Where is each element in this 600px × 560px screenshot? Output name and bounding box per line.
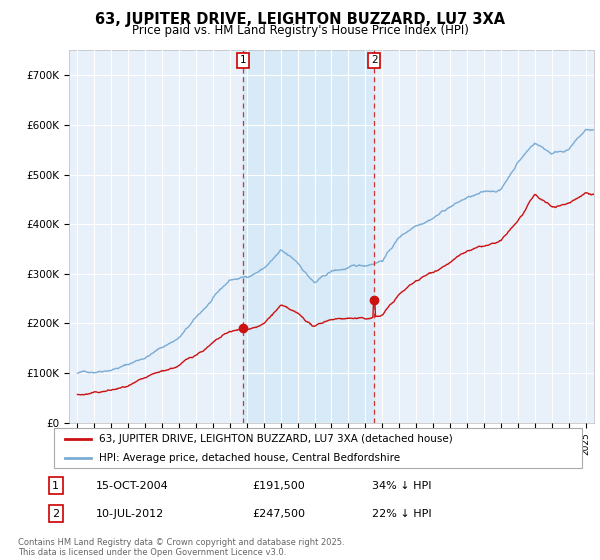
Bar bbox=[243, 50, 374, 423]
Text: 1: 1 bbox=[240, 55, 247, 66]
Text: 10-JUL-2012: 10-JUL-2012 bbox=[96, 508, 164, 519]
Text: HPI: Average price, detached house, Central Bedfordshire: HPI: Average price, detached house, Cent… bbox=[99, 453, 400, 463]
Text: 63, JUPITER DRIVE, LEIGHTON BUZZARD, LU7 3XA (detached house): 63, JUPITER DRIVE, LEIGHTON BUZZARD, LU7… bbox=[99, 435, 452, 445]
FancyBboxPatch shape bbox=[54, 428, 582, 468]
Text: 2: 2 bbox=[371, 55, 377, 66]
Text: £247,500: £247,500 bbox=[252, 508, 305, 519]
Text: 2: 2 bbox=[52, 508, 59, 519]
Text: 34% ↓ HPI: 34% ↓ HPI bbox=[372, 480, 431, 491]
Text: 22% ↓ HPI: 22% ↓ HPI bbox=[372, 508, 431, 519]
Text: Price paid vs. HM Land Registry's House Price Index (HPI): Price paid vs. HM Land Registry's House … bbox=[131, 24, 469, 36]
Text: 1: 1 bbox=[52, 480, 59, 491]
Text: 15-OCT-2004: 15-OCT-2004 bbox=[96, 480, 169, 491]
Text: Contains HM Land Registry data © Crown copyright and database right 2025.
This d: Contains HM Land Registry data © Crown c… bbox=[18, 538, 344, 557]
Text: 63, JUPITER DRIVE, LEIGHTON BUZZARD, LU7 3XA: 63, JUPITER DRIVE, LEIGHTON BUZZARD, LU7… bbox=[95, 12, 505, 27]
Text: £191,500: £191,500 bbox=[252, 480, 305, 491]
